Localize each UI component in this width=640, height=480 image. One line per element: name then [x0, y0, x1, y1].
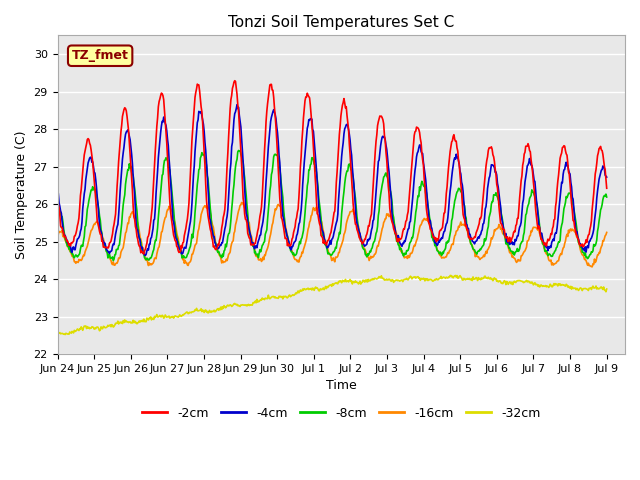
-32cm [65, 331, 72, 337]
-2cm [120, 107, 128, 112]
-4cm [141, 252, 149, 258]
-4cm [205, 215, 213, 221]
Line: -8cm: -8cm [58, 150, 607, 261]
-4cm [401, 238, 408, 244]
Line: -2cm: -2cm [58, 81, 607, 254]
-16cm [238, 200, 246, 205]
-16cm [400, 252, 408, 258]
Line: -32cm: -32cm [58, 276, 607, 335]
X-axis label: Time: Time [326, 379, 356, 392]
-8cm [401, 251, 408, 256]
-8cm [121, 192, 129, 198]
-32cm [603, 286, 611, 292]
-16cm [176, 243, 184, 249]
-32cm [54, 330, 61, 336]
-4cm [63, 240, 71, 245]
Y-axis label: Soil Temperature (C): Soil Temperature (C) [15, 131, 28, 259]
-4cm [177, 247, 184, 252]
-2cm [54, 192, 61, 198]
-16cm [588, 264, 596, 270]
-32cm [400, 277, 408, 283]
-32cm [447, 273, 455, 278]
-16cm [416, 225, 424, 231]
-8cm [205, 194, 213, 200]
-16cm [603, 229, 611, 235]
-8cm [54, 205, 61, 211]
-2cm [140, 251, 148, 257]
-4cm [603, 174, 611, 180]
-8cm [63, 243, 71, 249]
-2cm [401, 227, 408, 232]
Line: -4cm: -4cm [58, 105, 607, 255]
-8cm [603, 194, 611, 200]
-4cm [233, 102, 241, 108]
-2cm [231, 78, 239, 84]
-32cm [121, 317, 129, 323]
-4cm [54, 189, 61, 195]
-4cm [120, 144, 128, 150]
Legend: -2cm, -4cm, -8cm, -16cm, -32cm: -2cm, -4cm, -8cm, -16cm, -32cm [137, 402, 545, 425]
-8cm [235, 147, 243, 153]
Text: TZ_fmet: TZ_fmet [72, 49, 129, 62]
Line: -16cm: -16cm [58, 203, 607, 267]
-16cm [120, 240, 128, 246]
Title: Tonzi Soil Temperatures Set C: Tonzi Soil Temperatures Set C [228, 15, 454, 30]
-8cm [417, 188, 424, 193]
-32cm [205, 308, 213, 313]
-32cm [177, 313, 184, 319]
-32cm [61, 332, 69, 337]
-16cm [54, 232, 61, 238]
-8cm [109, 258, 117, 264]
-16cm [63, 244, 71, 250]
-4cm [417, 142, 424, 148]
-2cm [417, 136, 424, 142]
-2cm [177, 248, 184, 254]
-16cm [205, 205, 212, 211]
-2cm [603, 185, 611, 191]
-2cm [205, 223, 213, 228]
-32cm [416, 275, 424, 281]
-2cm [63, 238, 71, 244]
-8cm [177, 248, 184, 253]
